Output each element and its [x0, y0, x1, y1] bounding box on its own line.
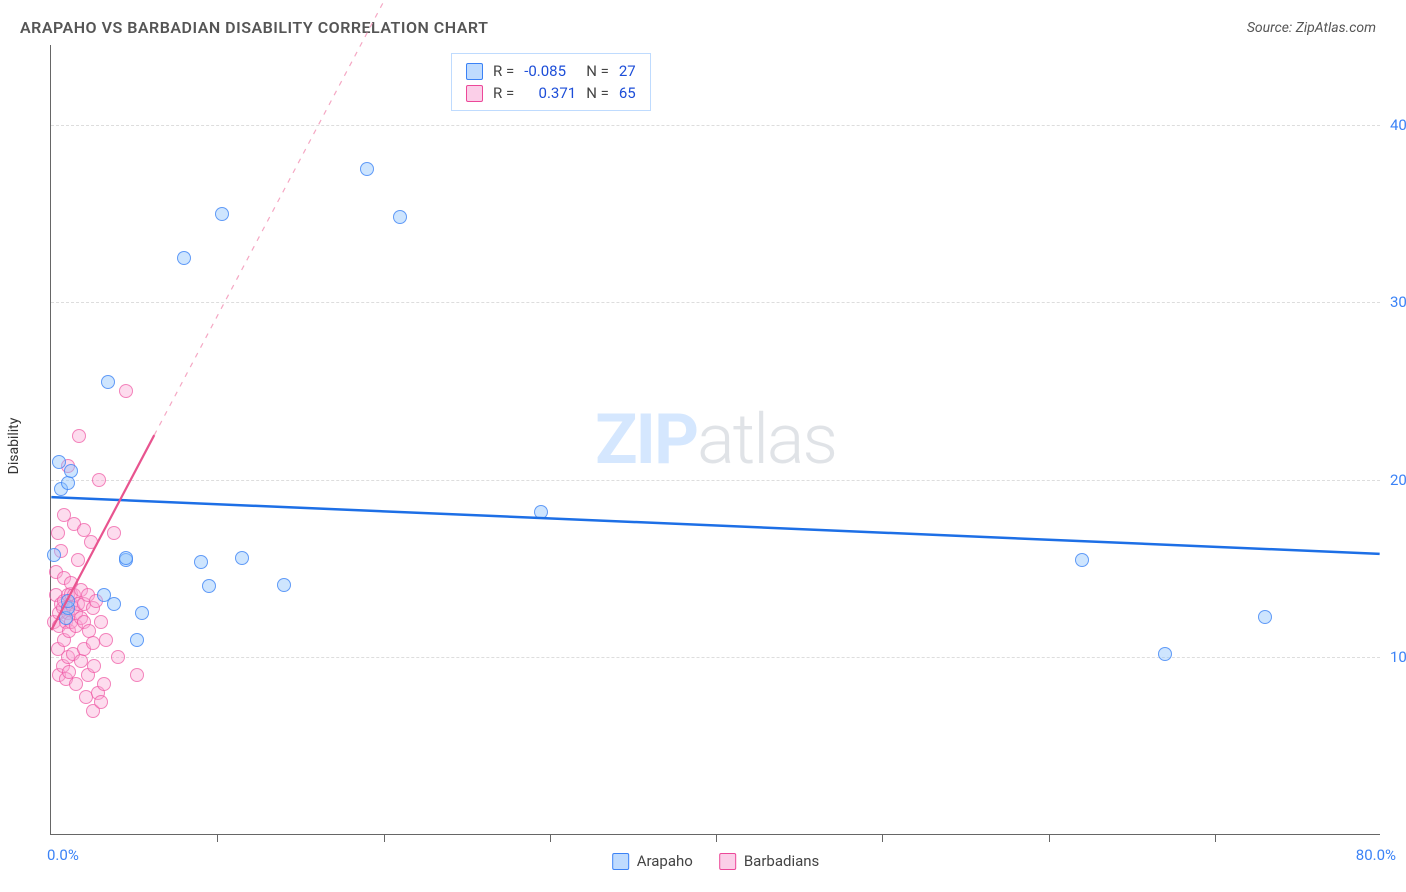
- gridline: [51, 480, 1380, 481]
- data-point: [97, 677, 111, 691]
- data-point: [107, 597, 121, 611]
- legend-item-barbadian: Barbadians: [719, 852, 819, 870]
- data-point: [61, 594, 75, 608]
- legend-item-arapaho: Arapaho: [612, 852, 693, 870]
- r-label: R =: [493, 62, 514, 80]
- data-point: [177, 251, 191, 265]
- legend-swatch-blue: [612, 853, 629, 870]
- legend-label-arapaho: Arapaho: [637, 852, 693, 870]
- x-tick: [217, 834, 218, 842]
- data-point: [64, 464, 78, 478]
- data-point: [119, 384, 133, 398]
- data-point: [1158, 647, 1172, 661]
- data-point: [119, 551, 133, 565]
- r-value-arapaho: -0.085: [524, 62, 576, 80]
- data-point: [130, 633, 144, 647]
- x-tick: [882, 834, 883, 842]
- data-point: [99, 633, 113, 647]
- x-tick: [1049, 834, 1050, 842]
- watermark-bold: ZIP: [595, 399, 697, 481]
- x-tick: [384, 834, 385, 842]
- r-label: R =: [493, 84, 514, 102]
- data-point: [1075, 553, 1089, 567]
- n-value-barbadian: 65: [619, 84, 636, 102]
- data-point: [194, 555, 208, 569]
- plot-area: ZIPatlas R = -0.085 N = 27 R = 0.371 N =…: [50, 45, 1380, 835]
- data-point: [202, 579, 216, 593]
- data-point: [101, 375, 115, 389]
- legend-row-arapaho: R = -0.085 N = 27: [466, 60, 636, 82]
- watermark: ZIPatlas: [595, 399, 836, 481]
- legend-label-barbadian: Barbadians: [744, 852, 819, 870]
- data-point: [393, 210, 407, 224]
- data-point: [94, 615, 108, 629]
- n-label: N =: [586, 62, 609, 80]
- regression-lines: [51, 45, 1380, 834]
- data-point: [111, 650, 125, 664]
- gridline: [51, 125, 1380, 126]
- r-value-barbadian: 0.371: [524, 84, 576, 102]
- data-point: [51, 526, 65, 540]
- data-point: [107, 526, 121, 540]
- data-point: [86, 636, 100, 650]
- x-tick: [716, 834, 717, 842]
- gridline: [51, 657, 1380, 658]
- data-point: [74, 654, 88, 668]
- data-point: [72, 429, 86, 443]
- data-point: [235, 551, 249, 565]
- legend-row-barbadian: R = 0.371 N = 65: [466, 82, 636, 104]
- series-legend: Arapaho Barbadians: [612, 852, 820, 870]
- data-point: [92, 473, 106, 487]
- y-tick-label: 10.0%: [1390, 648, 1406, 666]
- x-tick: [550, 834, 551, 842]
- data-point: [277, 578, 291, 592]
- chart-title: ARAPAHO VS BARBADIAN DISABILITY CORRELAT…: [20, 18, 488, 37]
- x-axis-max-label: 80.0%: [1356, 846, 1396, 864]
- legend-swatch-pink: [719, 853, 736, 870]
- data-point: [135, 606, 149, 620]
- data-point: [1258, 610, 1272, 624]
- data-point: [534, 505, 548, 519]
- x-axis-min-label: 0.0%: [47, 846, 79, 864]
- y-tick-label: 30.0%: [1390, 293, 1406, 311]
- x-tick: [1215, 834, 1216, 842]
- n-value-arapaho: 27: [619, 62, 636, 80]
- legend-swatch-blue: [466, 63, 483, 80]
- data-point: [94, 695, 108, 709]
- y-axis-label: Disability: [6, 418, 22, 475]
- legend-swatch-pink: [466, 85, 483, 102]
- data-point: [61, 476, 75, 490]
- data-point: [84, 535, 98, 549]
- y-tick-label: 20.0%: [1390, 471, 1406, 489]
- data-point: [130, 668, 144, 682]
- data-point: [71, 553, 85, 567]
- data-point: [87, 659, 101, 673]
- y-tick-label: 40.0%: [1390, 116, 1406, 134]
- gridline: [51, 302, 1380, 303]
- data-point: [47, 548, 61, 562]
- data-point: [360, 162, 374, 176]
- correlation-legend: R = -0.085 N = 27 R = 0.371 N = 65: [451, 53, 651, 111]
- n-label: N =: [586, 84, 609, 102]
- data-point: [215, 207, 229, 221]
- watermark-rest: atlas: [697, 399, 836, 481]
- source-label: Source: ZipAtlas.com: [1247, 20, 1376, 36]
- chart-container: ZIPatlas R = -0.085 N = 27 R = 0.371 N =…: [50, 45, 1380, 835]
